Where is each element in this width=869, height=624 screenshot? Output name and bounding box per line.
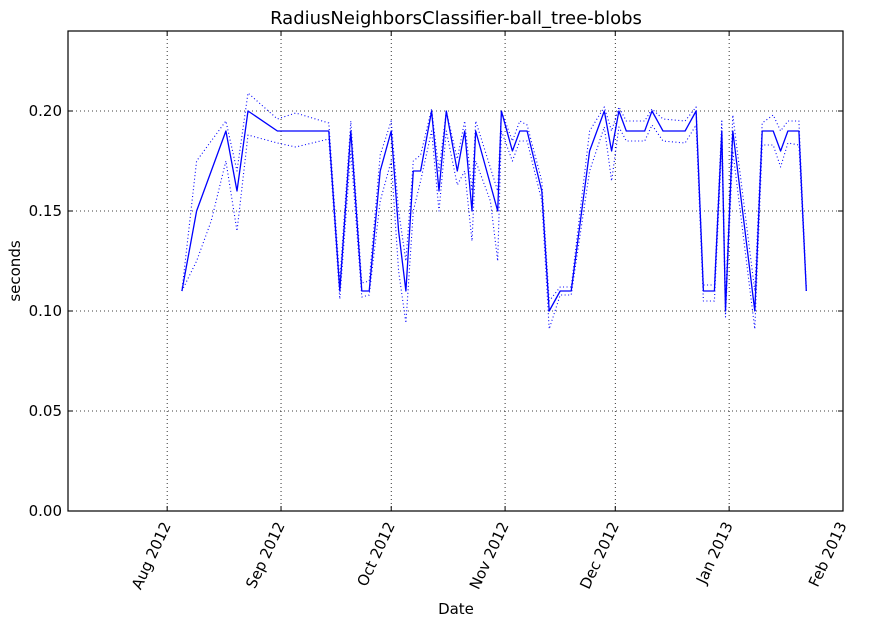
y-tick-label: 0.10 <box>29 302 62 320</box>
x-tick-label: Sep 2012 <box>242 519 288 591</box>
chart-title: RadiusNeighborsClassifier-ball_tree-blob… <box>270 8 642 29</box>
x-tick-label: Oct 2012 <box>353 519 398 589</box>
x-tick-label: Aug 2012 <box>128 519 175 592</box>
y-tick-label: 0.15 <box>29 202 62 220</box>
axis-ticks: 0.00 0.05 0.10 0.15 0.20 Aug 2012 Sep 2012 Oct … <box>29 31 851 592</box>
x-tick-label: Dec 2012 <box>576 519 623 592</box>
bound-line <box>181 124 807 330</box>
y-tick-label: 0.00 <box>29 502 62 520</box>
x-tick-label: Jan 2013 <box>692 519 737 587</box>
y-tick-label: 0.20 <box>29 102 62 120</box>
x-tick-label: Nov 2012 <box>466 519 513 592</box>
series-group <box>181 92 807 330</box>
y-axis-label: seconds <box>6 240 24 301</box>
y-tick-label: 0.05 <box>29 402 62 420</box>
plot-frame <box>67 30 844 512</box>
x-tick-label: Feb 2013 <box>805 519 851 590</box>
x-axis-label: Date <box>438 600 474 618</box>
